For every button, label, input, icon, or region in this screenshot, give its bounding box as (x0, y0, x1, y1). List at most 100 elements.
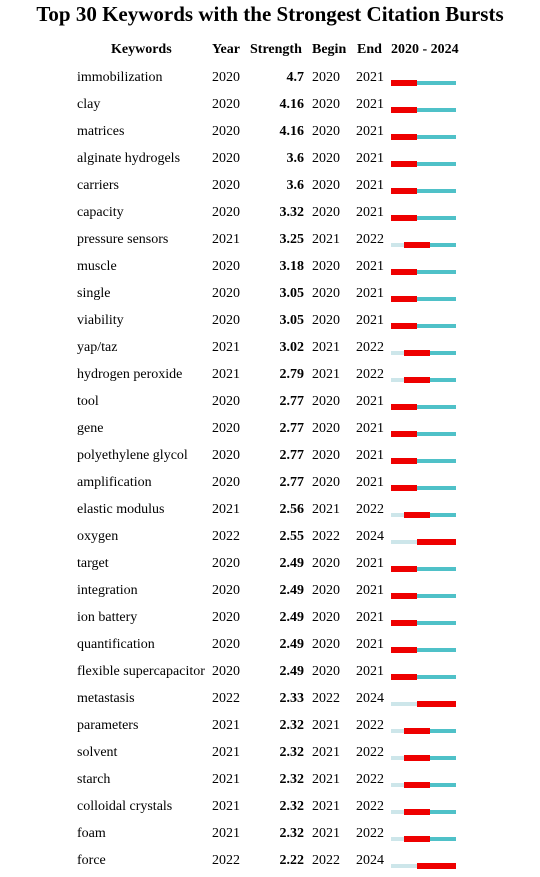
strength-value: 2.33 (279, 691, 305, 706)
year-value: 2020 (212, 610, 240, 625)
end-value: 2024 (356, 853, 384, 868)
begin-value: 2020 (312, 70, 340, 85)
inactive-segment (391, 702, 417, 706)
active-segment (391, 270, 456, 274)
keyword-label: matrices (77, 124, 125, 139)
begin-value: 2021 (312, 799, 340, 814)
inactive-segment (391, 810, 404, 814)
end-value: 2022 (356, 718, 384, 733)
strength-value: 4.7 (286, 70, 305, 85)
strength-value: 4.16 (279, 97, 305, 112)
end-value: 2021 (356, 205, 384, 220)
strength-value: 3.05 (279, 286, 305, 301)
year-value: 2020 (212, 475, 240, 490)
active-segment (391, 81, 456, 85)
begin-value: 2020 (312, 151, 340, 166)
keyword-label: solvent (77, 745, 118, 760)
begin-value: 2021 (312, 745, 340, 760)
begin-value: 2020 (312, 178, 340, 193)
end-value: 2021 (356, 556, 384, 571)
burst-segment (391, 458, 417, 464)
year-value: 2021 (212, 232, 240, 247)
end-value: 2021 (356, 583, 384, 598)
begin-value: 2022 (312, 853, 340, 868)
year-value: 2021 (212, 799, 240, 814)
active-segment (391, 621, 456, 625)
begin-value: 2020 (312, 475, 340, 490)
year-value: 2022 (212, 529, 240, 544)
year-value: 2020 (212, 205, 240, 220)
strength-value: 3.6 (286, 151, 305, 166)
burst-segment (391, 485, 417, 491)
year-value: 2020 (212, 583, 240, 598)
year-value: 2020 (212, 97, 240, 112)
end-value: 2021 (356, 610, 384, 625)
begin-value: 2021 (312, 340, 340, 355)
begin-value: 2022 (312, 691, 340, 706)
end-value: 2021 (356, 421, 384, 436)
begin-value: 2020 (312, 637, 340, 652)
keyword-label: viability (77, 313, 124, 328)
strength-value: 4.16 (279, 124, 305, 139)
year-value: 2022 (212, 853, 240, 868)
burst-segment (391, 431, 417, 437)
burst-segment (391, 161, 417, 167)
strength-value: 3.02 (279, 340, 305, 355)
burst-segment (391, 404, 417, 410)
end-value: 2022 (356, 799, 384, 814)
strength-value: 2.79 (279, 367, 305, 382)
burst-segment (404, 377, 430, 383)
strength-value: 2.49 (279, 556, 305, 571)
active-segment (391, 108, 456, 112)
burst-segment (404, 755, 430, 761)
burst-segment (404, 728, 430, 734)
year-value: 2020 (212, 124, 240, 139)
keyword-label: ion battery (77, 610, 138, 625)
inactive-segment (391, 540, 417, 544)
keyword-label: target (77, 556, 109, 571)
burst-segment (391, 593, 417, 599)
keyword-label: amplification (77, 475, 152, 490)
end-value: 2022 (356, 232, 384, 247)
year-value: 2020 (212, 178, 240, 193)
year-value: 2020 (212, 70, 240, 85)
burst-segment (417, 539, 456, 545)
begin-value: 2021 (312, 232, 340, 247)
begin-value: 2020 (312, 556, 340, 571)
year-value: 2021 (212, 367, 240, 382)
end-value: 2022 (356, 745, 384, 760)
end-value: 2021 (356, 151, 384, 166)
begin-value: 2020 (312, 394, 340, 409)
begin-value: 2020 (312, 610, 340, 625)
strength-value: 2.56 (279, 502, 305, 517)
keyword-label: elastic modulus (77, 502, 165, 517)
year-value: 2020 (212, 313, 240, 328)
burst-segment (391, 80, 417, 86)
end-value: 2021 (356, 475, 384, 490)
end-value: 2021 (356, 394, 384, 409)
begin-value: 2020 (312, 97, 340, 112)
active-segment (391, 432, 456, 436)
end-value: 2022 (356, 502, 384, 517)
end-value: 2021 (356, 97, 384, 112)
strength-value: 2.32 (279, 718, 305, 733)
active-segment (404, 783, 456, 787)
active-segment (391, 648, 456, 652)
header-begin: Begin (312, 42, 347, 57)
active-segment (391, 135, 456, 139)
active-segment (391, 405, 456, 409)
inactive-segment (391, 729, 404, 733)
keyword-label: flexible supercapacitor (77, 664, 205, 679)
year-value: 2021 (212, 502, 240, 517)
end-value: 2021 (356, 664, 384, 679)
keyword-label: gene (77, 421, 104, 436)
strength-value: 3.18 (279, 259, 305, 274)
end-value: 2024 (356, 691, 384, 706)
active-segment (404, 756, 456, 760)
begin-value: 2020 (312, 448, 340, 463)
keyword-label: polyethylene glycol (77, 448, 188, 463)
begin-value: 2020 (312, 421, 340, 436)
strength-value: 2.49 (279, 610, 305, 625)
keyword-label: clay (77, 97, 101, 112)
burst-segment (391, 269, 417, 275)
